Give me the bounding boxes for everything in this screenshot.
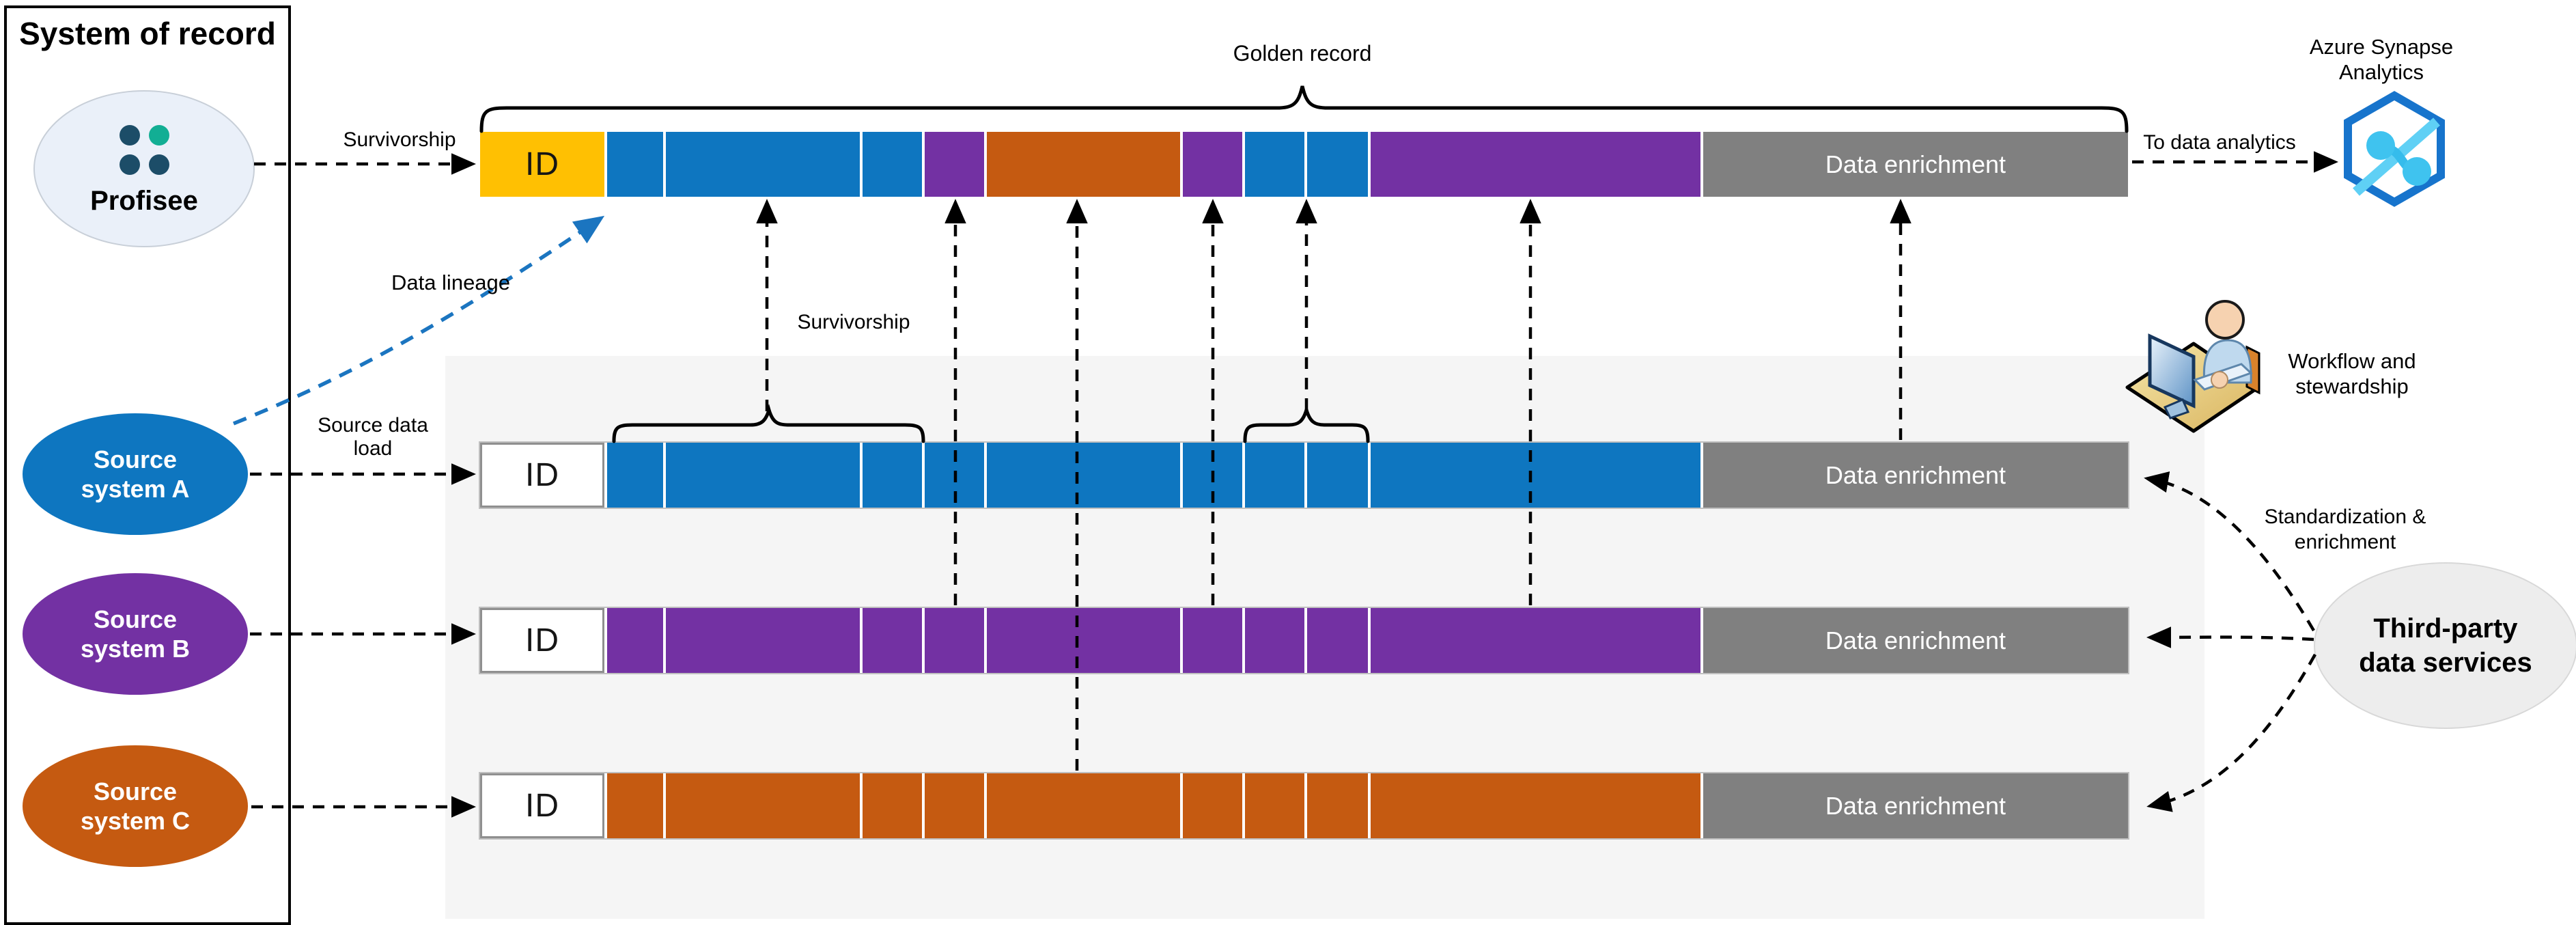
field-segment (1245, 773, 1304, 838)
field-segment (925, 132, 984, 197)
golden-record-brace (479, 85, 2129, 133)
third-party-data-services-node: Third-party data services (2314, 562, 2576, 729)
source-b-record-bar: ID Data enrichment (479, 607, 2129, 674)
field-segment (1183, 132, 1242, 197)
id-segment-label: ID (525, 622, 559, 659)
data-lineage-label: Data lineage (391, 271, 511, 294)
id-segment-label: ID (525, 146, 559, 182)
data-enrichment-label: Data enrichment (1825, 460, 2006, 489)
data-enrichment-segment: Data enrichment (1703, 608, 2128, 673)
field-segment (1183, 443, 1242, 508)
source-system-c-node: Source system C (23, 745, 248, 867)
field-segment (863, 608, 922, 673)
data-enrichment-segment: Data enrichment (1703, 773, 2128, 838)
field-segment (1371, 132, 1700, 197)
azure-synapse-label: Azure Synapse Analytics (2309, 35, 2454, 84)
id-segment: ID (480, 608, 604, 673)
field-segment (1245, 443, 1304, 508)
field-segment (987, 132, 1180, 197)
data-enrichment-label: Data enrichment (1825, 626, 2006, 654)
field-segment (1307, 773, 1368, 838)
data-enrichment-label: Data enrichment (1825, 150, 2006, 178)
profisee-label: Profisee (90, 186, 198, 216)
azure-synapse-icon (2344, 91, 2445, 207)
data-enrichment-segment: Data enrichment (1703, 132, 2128, 197)
id-segment-label: ID (525, 457, 559, 493)
standardization-enrichment-label: Standardization & enrichment (2264, 506, 2426, 553)
survivorship-label-top: Survivorship (343, 128, 456, 151)
system-of-record-title: System of record (19, 16, 276, 51)
data-enrichment-segment: Data enrichment (1703, 443, 2128, 508)
source-a-record-bar: ID Data enrichment (479, 441, 2129, 509)
field-segment (925, 443, 984, 508)
golden-record-label: Golden record (1233, 41, 1372, 66)
field-segment (1183, 773, 1242, 838)
source-data-load-label: Source data load (318, 414, 428, 460)
field-segment (666, 773, 860, 838)
field-segment (666, 443, 860, 508)
field-segment (1307, 132, 1368, 197)
profisee-node: Profisee (33, 90, 255, 247)
logo-dot (119, 154, 140, 175)
field-segment (1371, 443, 1700, 508)
logo-dot (148, 125, 169, 146)
field-segment (1245, 608, 1304, 673)
field-segment (1371, 608, 1700, 673)
source-system-b-node: Source system B (23, 573, 248, 695)
field-segment (607, 773, 663, 838)
source-c-record-bar: ID Data enrichment (479, 772, 2129, 840)
id-segment: ID (480, 773, 604, 838)
field-segment (925, 608, 984, 673)
field-segment (607, 443, 663, 508)
field-segment (1183, 608, 1242, 673)
id-segment-label: ID (525, 788, 559, 824)
field-segment (607, 608, 663, 673)
id-segment: ID (480, 443, 604, 508)
field-segment (1371, 773, 1700, 838)
field-segment (987, 443, 1180, 508)
field-segment (925, 773, 984, 838)
field-segment (863, 443, 922, 508)
field-segment (1307, 608, 1368, 673)
logo-dot (119, 125, 140, 146)
field-segment (666, 132, 860, 197)
golden-record-bar: ID Data enrichment (480, 132, 2128, 197)
field-segment (1307, 443, 1368, 508)
survivorship-label-mid: Survivorship (797, 311, 910, 333)
field-segment (863, 773, 922, 838)
field-segment (863, 132, 922, 197)
to-data-analytics-label: To data analytics (2143, 131, 2296, 154)
field-segment (987, 608, 1180, 673)
source-system-a-node: Source system A (23, 413, 248, 535)
field-segment (666, 608, 860, 673)
field-segment (1245, 132, 1304, 197)
workflow-stewardship-label: Workflow and stewardship (2288, 349, 2416, 398)
profisee-logo-icon (119, 125, 169, 175)
field-segment (607, 132, 663, 197)
id-segment: ID (480, 132, 604, 197)
field-segment (987, 773, 1180, 838)
logo-dot (148, 154, 169, 175)
data-enrichment-label: Data enrichment (1825, 791, 2006, 820)
